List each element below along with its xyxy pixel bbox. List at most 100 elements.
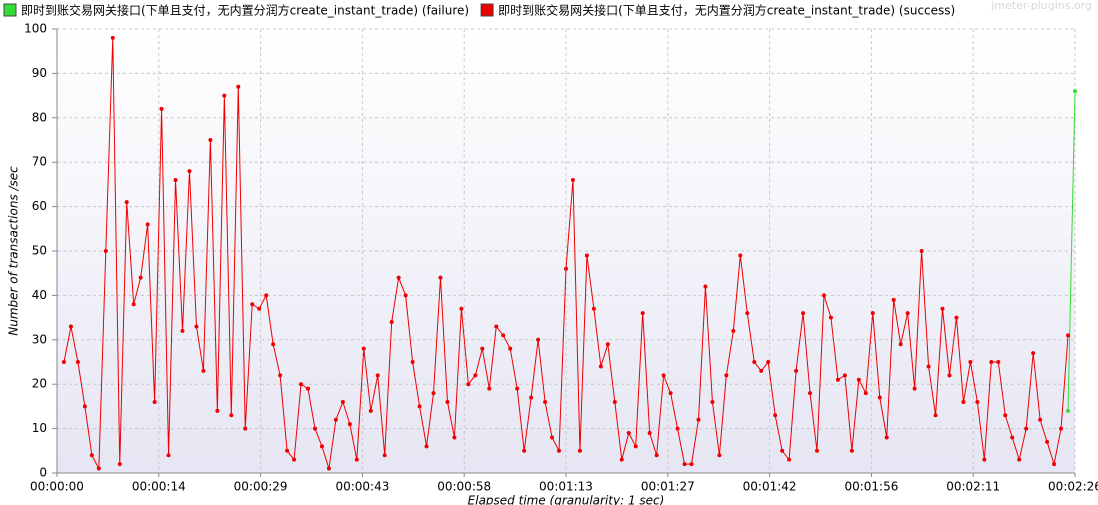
data-point xyxy=(131,302,136,307)
data-point xyxy=(996,360,1001,364)
data-point xyxy=(368,408,373,413)
data-point xyxy=(794,368,799,373)
data-point xyxy=(682,462,687,467)
data-point xyxy=(919,249,924,253)
data-point xyxy=(1003,413,1008,418)
data-point xyxy=(961,399,966,404)
data-point xyxy=(626,431,631,436)
data-point xyxy=(68,324,73,329)
data-point xyxy=(577,448,582,453)
data-point xyxy=(494,324,499,329)
data-point xyxy=(989,360,994,364)
data-point xyxy=(801,311,806,316)
data-point xyxy=(696,417,701,422)
x-tick-label: 00:00:14 xyxy=(132,480,186,494)
y-tick-label: 0 xyxy=(39,466,47,480)
data-point xyxy=(250,302,255,307)
data-point xyxy=(347,422,352,427)
data-point xyxy=(780,448,785,453)
data-point xyxy=(898,342,903,347)
data-point xyxy=(152,399,157,404)
data-point xyxy=(947,373,952,378)
data-point xyxy=(808,391,813,396)
data-point xyxy=(536,337,541,342)
data-point xyxy=(891,297,896,302)
data-point xyxy=(424,444,429,449)
data-point xyxy=(619,457,624,462)
data-point xyxy=(717,453,722,458)
data-point xyxy=(661,373,666,378)
data-point xyxy=(1031,351,1036,356)
data-point xyxy=(912,386,917,391)
y-tick-label: 50 xyxy=(32,244,47,258)
data-point xyxy=(550,435,555,440)
y-tick-label: 30 xyxy=(32,332,47,346)
data-point xyxy=(828,315,833,320)
data-point xyxy=(591,306,596,311)
data-point xyxy=(222,93,227,98)
x-tick-label: 00:01:27 xyxy=(641,480,695,494)
y-tick-label: 20 xyxy=(32,377,47,391)
data-point xyxy=(340,399,345,404)
data-point xyxy=(738,253,743,258)
data-point xyxy=(633,444,638,449)
data-point xyxy=(766,360,771,364)
data-point xyxy=(145,222,150,227)
data-point xyxy=(138,275,143,280)
data-point xyxy=(543,399,548,404)
data-point xyxy=(61,360,66,364)
x-tick-label: 00:02:11 xyxy=(946,480,1000,494)
data-point xyxy=(292,457,297,462)
data-point xyxy=(612,399,617,404)
data-point xyxy=(570,177,575,182)
data-point xyxy=(201,368,206,373)
data-point xyxy=(1073,89,1077,94)
y-tick-label: 10 xyxy=(32,421,47,435)
data-point xyxy=(354,457,359,462)
data-point xyxy=(208,138,213,142)
data-point xyxy=(466,382,471,387)
data-point xyxy=(117,462,122,467)
data-point xyxy=(605,342,610,347)
legend-swatch xyxy=(480,3,494,17)
data-point xyxy=(1066,333,1071,338)
data-point xyxy=(382,453,387,458)
data-point xyxy=(236,84,241,89)
data-point xyxy=(389,320,394,325)
data-point xyxy=(501,333,506,338)
data-point xyxy=(1010,435,1015,440)
data-point xyxy=(905,311,910,316)
data-point xyxy=(745,311,750,316)
data-point xyxy=(417,404,422,409)
data-point xyxy=(815,448,820,453)
data-point xyxy=(557,448,562,453)
data-point xyxy=(459,306,464,311)
data-point xyxy=(940,306,945,311)
data-point xyxy=(103,249,108,253)
data-point xyxy=(647,431,652,436)
data-point xyxy=(319,444,324,449)
data-point xyxy=(173,177,178,182)
x-tick-label: 00:00:58 xyxy=(437,480,491,494)
data-point xyxy=(675,426,680,431)
x-tick-label: 00:01:42 xyxy=(743,480,797,494)
data-point xyxy=(1066,408,1071,413)
data-point xyxy=(124,200,129,205)
data-point xyxy=(438,275,443,280)
x-tick-label: 00:00:43 xyxy=(335,480,389,494)
data-point xyxy=(326,466,331,471)
data-point xyxy=(584,253,589,258)
data-point xyxy=(271,342,276,347)
data-point xyxy=(361,346,366,351)
data-point xyxy=(299,382,304,387)
data-point xyxy=(257,306,262,311)
data-point xyxy=(787,457,792,462)
data-point xyxy=(487,386,492,391)
data-point xyxy=(89,453,94,458)
data-point xyxy=(445,399,450,404)
data-point xyxy=(884,435,889,440)
data-point xyxy=(821,293,826,298)
x-tick-label: 00:01:56 xyxy=(844,480,898,494)
data-point xyxy=(473,373,478,378)
data-point xyxy=(187,169,192,174)
